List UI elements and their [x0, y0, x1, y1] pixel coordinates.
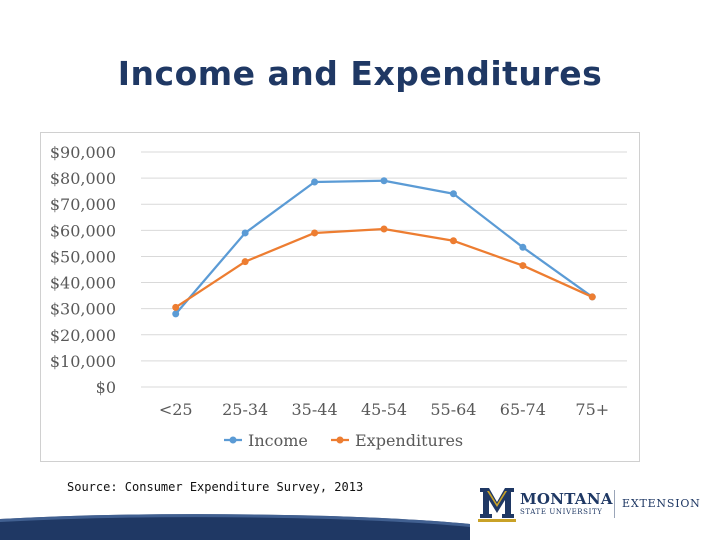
y-tick-label: $80,000 — [50, 169, 116, 188]
data-point — [311, 229, 319, 237]
y-tick-label: $30,000 — [50, 300, 116, 319]
legend: Income Expenditures — [224, 431, 463, 450]
montana-state-extension-logo: MONTANA STATE UNIVERSITY EXTENSION — [478, 484, 708, 524]
data-point — [449, 190, 457, 198]
x-tick-label: 65-74 — [500, 400, 546, 419]
data-point — [519, 262, 527, 270]
series-lines — [172, 177, 596, 318]
data-point — [519, 243, 527, 251]
x-tick-label: <25 — [159, 400, 193, 419]
logo-divider — [614, 490, 615, 518]
y-axis-tick-labels: $0 $10,000 $20,000 $30,000 $40,000 $50,000 $60… — [50, 143, 116, 397]
data-point — [588, 293, 596, 301]
y-tick-label: $70,000 — [50, 195, 116, 214]
x-tick-label: 35-44 — [292, 400, 338, 419]
y-tick-label: $0 — [96, 378, 116, 397]
y-tick-label: $50,000 — [50, 247, 116, 266]
series-income — [172, 177, 596, 318]
y-tick-label: $90,000 — [50, 143, 116, 162]
data-point — [172, 310, 180, 318]
legend-label: Expenditures — [355, 431, 463, 450]
msu-m-logo-icon — [478, 488, 516, 522]
x-axis-tick-labels: <25 25-34 35-44 45-54 55-64 65-74 75+ — [159, 400, 609, 419]
y-tick-label: $60,000 — [50, 221, 116, 240]
logo-extension-text: EXTENSION — [622, 497, 701, 510]
data-point — [449, 237, 457, 245]
data-point — [380, 177, 388, 185]
y-tick-label: $20,000 — [50, 326, 116, 345]
data-point — [380, 225, 388, 233]
logo-state-university-text: STATE UNIVERSITY — [520, 508, 603, 516]
data-point — [311, 178, 319, 186]
data-point — [241, 229, 249, 237]
x-tick-label: 25-34 — [222, 400, 268, 419]
line-chart: $0 $10,000 $20,000 $30,000 $40,000 $50,000 $60… — [50, 143, 627, 450]
y-tick-label: $40,000 — [50, 274, 116, 293]
legend-swatch-marker — [336, 436, 344, 444]
legend-swatch-marker — [229, 436, 237, 444]
data-point — [241, 258, 249, 266]
chart-frame: $0 $10,000 $20,000 $30,000 $40,000 $50,000 $60… — [40, 132, 640, 462]
series-expenditures — [172, 225, 596, 311]
source-citation: Source: Consumer Expenditure Survey, 201… — [67, 480, 364, 494]
x-tick-label: 75+ — [575, 400, 609, 419]
legend-label: Income — [248, 431, 308, 450]
y-tick-label: $10,000 — [50, 352, 116, 371]
x-tick-label: 45-54 — [361, 400, 407, 419]
logo-montana-text: MONTANA — [520, 490, 613, 508]
x-tick-label: 55-64 — [430, 400, 476, 419]
data-point — [172, 303, 180, 311]
slide-title: Income and Expenditures — [117, 54, 603, 93]
